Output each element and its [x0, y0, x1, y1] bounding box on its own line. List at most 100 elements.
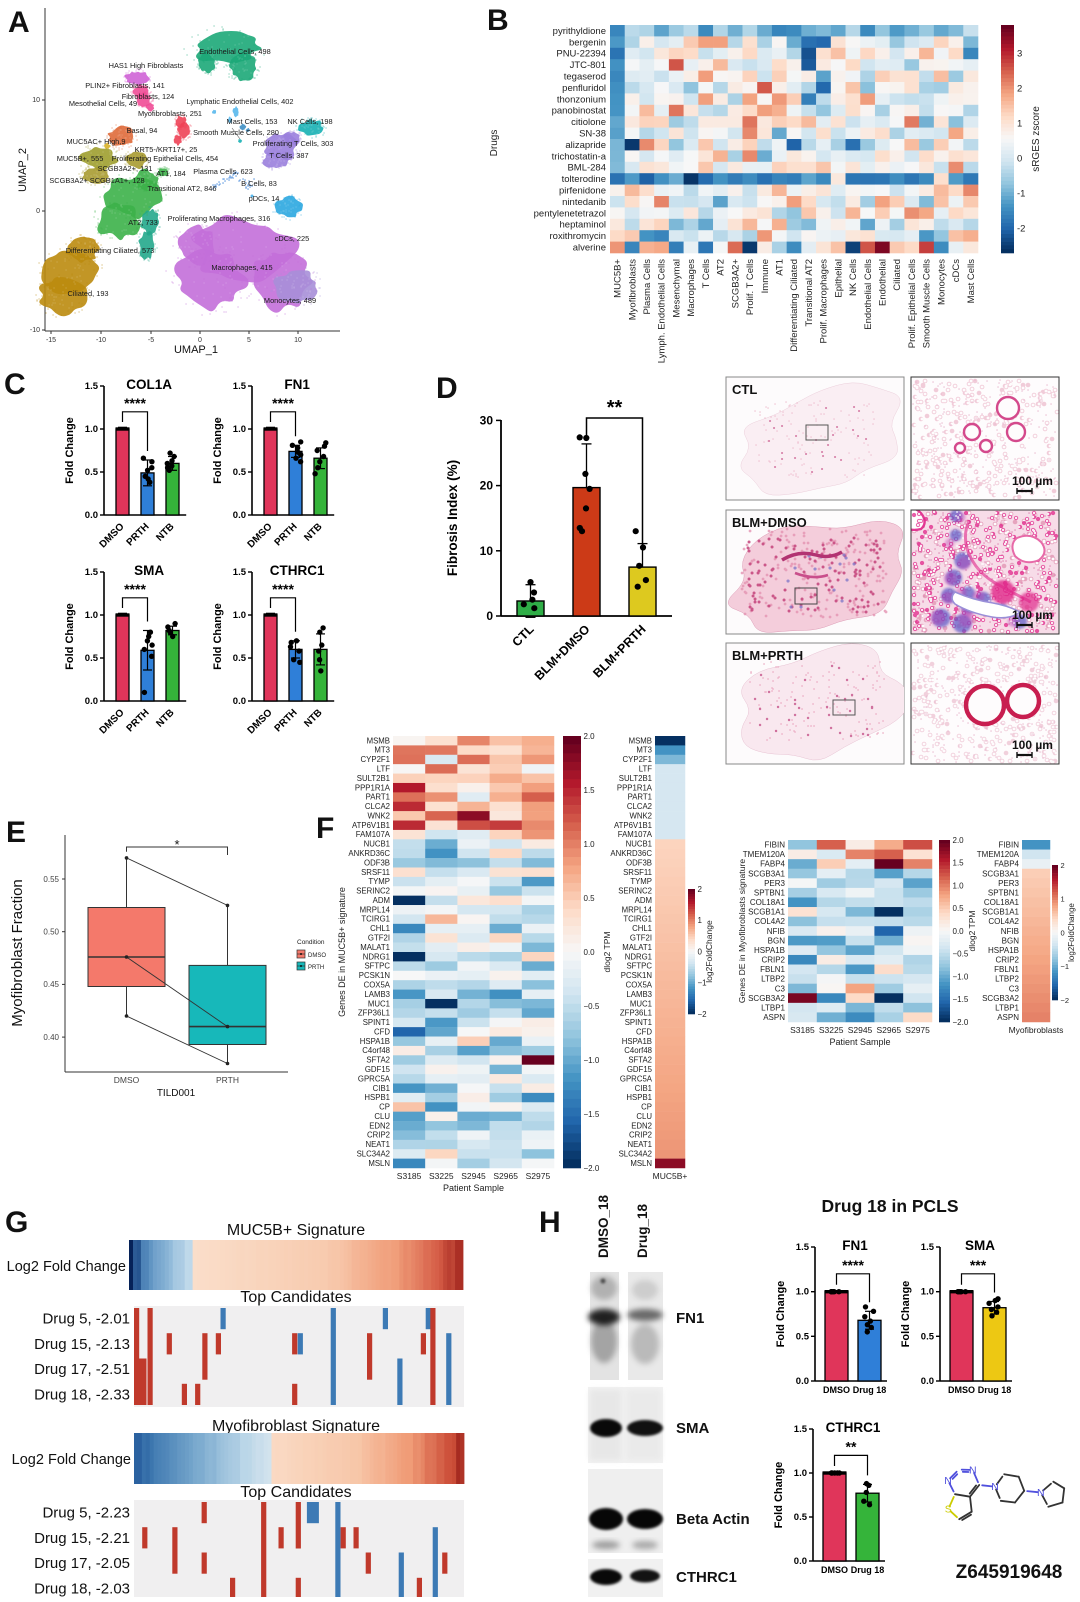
svg-text:1.0: 1.0	[85, 610, 98, 621]
svg-text:CTHRC1: CTHRC1	[826, 1420, 881, 1435]
svg-text:0.5: 0.5	[921, 1331, 935, 1342]
svg-text:Macrophages: Macrophages	[686, 259, 697, 317]
svg-text:0: 0	[486, 609, 493, 623]
svg-text:MRPL14: MRPL14	[622, 905, 653, 914]
svg-text:Top Candidates: Top Candidates	[240, 1289, 351, 1306]
svg-text:SMA: SMA	[676, 1420, 710, 1437]
svg-text:Drug 18, -2.33: Drug 18, -2.33	[34, 1386, 130, 1403]
svg-text:FAM107A: FAM107A	[356, 830, 391, 839]
svg-text:SFTA2: SFTA2	[366, 1056, 390, 1065]
svg-text:WNK2: WNK2	[367, 811, 390, 820]
svg-text:1.5: 1.5	[85, 381, 99, 392]
svg-text:MUC5B+ Signature: MUC5B+ Signature	[227, 1222, 365, 1239]
svg-text:−1: −1	[1061, 962, 1070, 971]
svg-text:Fold Change: Fold Change	[64, 417, 76, 484]
svg-text:CRIP2: CRIP2	[761, 956, 785, 965]
svg-text:roxithromycin: roxithromycin	[550, 231, 607, 242]
svg-text:AT1, 184: AT1, 184	[156, 169, 185, 178]
svg-text:0.0: 0.0	[85, 696, 98, 707]
svg-text:Drugs: Drugs	[489, 130, 500, 157]
svg-text:SRSF11: SRSF11	[623, 868, 652, 877]
svg-text:SN-38: SN-38	[579, 129, 606, 140]
svg-text:SRSF11: SRSF11	[361, 868, 390, 877]
svg-text:S2965: S2965	[877, 1025, 902, 1035]
svg-text:FN1: FN1	[842, 1238, 868, 1253]
svg-text:0.5: 0.5	[233, 653, 247, 664]
svg-text:GPRC5A: GPRC5A	[358, 1074, 391, 1083]
svg-text:1.0: 1.0	[953, 881, 965, 890]
svg-text:CP: CP	[641, 1103, 652, 1112]
svg-text:BGN: BGN	[768, 936, 786, 945]
svg-text:alverine: alverine	[573, 243, 606, 254]
svg-text:citiolone: citiolone	[571, 117, 606, 128]
svg-text:0.40: 0.40	[43, 1033, 59, 1042]
svg-text:−2.0: −2.0	[584, 1164, 600, 1173]
svg-text:2.0: 2.0	[953, 836, 965, 845]
svg-text:Proliferating T Cells, 303: Proliferating T Cells, 303	[253, 139, 334, 148]
svg-text:GDF15: GDF15	[365, 1065, 391, 1074]
svg-text:MT3: MT3	[636, 746, 652, 755]
svg-text:SERINC2: SERINC2	[356, 887, 390, 896]
svg-text:**: **	[607, 397, 623, 419]
svg-text:Drug 18: Drug 18	[853, 1385, 887, 1395]
svg-text:dlog2 TPM: dlog2 TPM	[602, 932, 612, 973]
svg-text:HSPA1B: HSPA1B	[360, 1037, 390, 1046]
svg-text:-1: -1	[1017, 189, 1025, 200]
svg-text:FBLN1: FBLN1	[994, 965, 1019, 974]
svg-text:2: 2	[1061, 861, 1065, 870]
svg-text:BLM+PRTH: BLM+PRTH	[732, 648, 803, 663]
svg-text:0.0: 0.0	[796, 1376, 809, 1387]
svg-text:Log2 Fold Change: Log2 Fold Change	[7, 1259, 126, 1275]
svg-text:2: 2	[698, 885, 703, 894]
svg-text:0.0: 0.0	[794, 1556, 807, 1567]
svg-text:FIBIN: FIBIN	[765, 841, 786, 850]
svg-text:MT3: MT3	[374, 746, 390, 755]
svg-text:Drug 15, -2.21: Drug 15, -2.21	[34, 1530, 130, 1547]
svg-text:NDRG1: NDRG1	[363, 952, 390, 961]
svg-text:10: 10	[32, 97, 40, 104]
svg-text:CYP2F1: CYP2F1	[623, 755, 652, 764]
svg-text:Mast Cells, 153: Mast Cells, 153	[227, 117, 278, 126]
svg-text:Smooth Muscle Cells, 280: Smooth Muscle Cells, 280	[193, 128, 279, 137]
svg-text:Drug 5, -2.23: Drug 5, -2.23	[42, 1505, 130, 1522]
svg-text:CIB1: CIB1	[373, 1084, 390, 1093]
svg-text:NEAT1: NEAT1	[365, 1140, 390, 1149]
svg-text:H: H	[539, 1206, 561, 1239]
svg-text:-15: -15	[46, 337, 56, 344]
svg-text:0.5: 0.5	[794, 1512, 808, 1523]
svg-text:C3: C3	[1009, 984, 1020, 993]
svg-text:cDCs: cDCs	[951, 259, 962, 282]
svg-text:MUC5B+: MUC5B+	[653, 1171, 688, 1181]
svg-text:EDN2: EDN2	[369, 1121, 390, 1130]
svg-text:SCGB1A1: SCGB1A1	[982, 908, 1019, 917]
svg-text:pDCs, 14: pDCs, 14	[249, 194, 280, 203]
svg-text:SCGB3A2+, 131: SCGB3A2+, 131	[98, 164, 153, 173]
svg-text:Monocytes: Monocytes	[936, 259, 947, 305]
svg-text:SCGB3A1: SCGB3A1	[748, 869, 785, 878]
svg-text:0.50: 0.50	[43, 928, 59, 937]
svg-text:1.5: 1.5	[953, 859, 965, 868]
svg-text:tegaserod: tegaserod	[564, 72, 606, 83]
svg-text:ADM: ADM	[373, 896, 390, 905]
svg-text:-5: -5	[148, 337, 154, 344]
svg-text:Ciliated: Ciliated	[892, 259, 903, 291]
svg-text:trichostatin-a: trichostatin-a	[552, 151, 607, 162]
svg-text:SCGB3A2: SCGB3A2	[748, 994, 785, 1003]
svg-text:CLCA2: CLCA2	[365, 802, 390, 811]
svg-text:Condition: Condition	[297, 939, 325, 946]
svg-text:0.0: 0.0	[921, 1376, 934, 1387]
svg-text:BML-284: BML-284	[567, 163, 606, 174]
svg-text:PPP1R1A: PPP1R1A	[617, 783, 653, 792]
svg-text:-2: -2	[1017, 224, 1025, 235]
svg-text:Genes DE in MUC5B+ signature: Genes DE in MUC5B+ signature	[337, 887, 347, 1017]
svg-text:FAM107A: FAM107A	[618, 830, 653, 839]
svg-text:Drug_18: Drug_18	[635, 1203, 650, 1258]
svg-text:Epithelial: Epithelial	[833, 259, 844, 298]
svg-text:CHL1: CHL1	[370, 924, 390, 933]
svg-text:FIBIN: FIBIN	[999, 841, 1020, 850]
svg-text:DMSO: DMSO	[114, 1075, 140, 1085]
svg-text:0.5: 0.5	[953, 904, 965, 913]
svg-text:MUC5B+, 555: MUC5B+, 555	[57, 154, 104, 163]
svg-text:−2: −2	[1061, 996, 1070, 1005]
svg-text:COL18A1: COL18A1	[750, 898, 786, 907]
